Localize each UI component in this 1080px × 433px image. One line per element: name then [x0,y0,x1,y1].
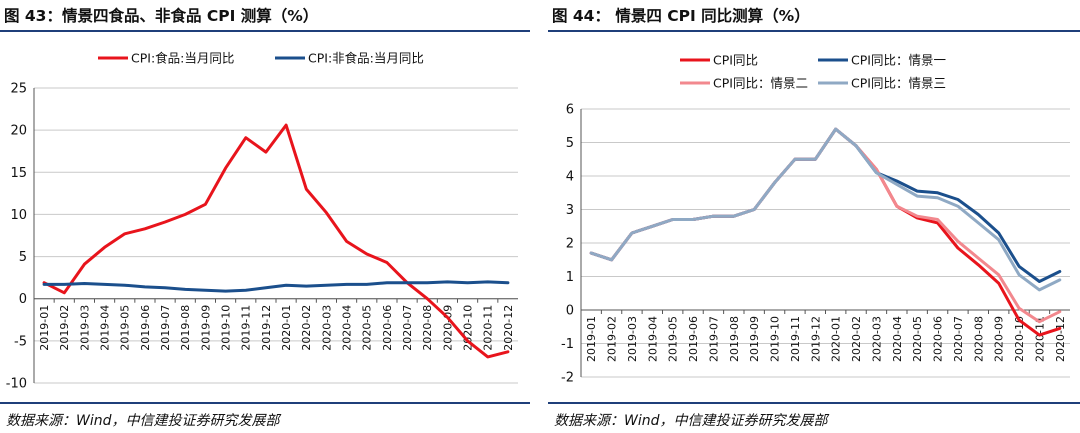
x-tick-label: 2019-10 [769,316,782,362]
x-tick-label: 2020-09 [993,316,1006,362]
x-tick-label: 2020-01 [280,305,293,351]
legend-label: CPI同比 [713,53,758,68]
food-nonfood-line-chart: -10 -5 0 5 10 15 20 25 2019-01 2019-02 2019-03 2019… [6,51,518,392]
y-tick-label: 5 [566,136,574,151]
x-tick-label: 2019-04 [99,305,112,351]
x-tick-label: 2020-01 [830,316,843,362]
x-tick-label: 2019-10 [220,305,233,351]
x-tick-label: 2019-08 [179,305,192,351]
x-tick-label: 2019-01 [585,316,598,362]
panel-title: 图 44： 情景四 CPI 同比测算（%） [552,7,810,25]
x-tick-label: 2020-11 [482,305,495,351]
x-tick-label: 2020-08 [972,316,985,362]
x-tick-label: 2019-12 [809,316,822,362]
series-line [42,123,510,359]
x-tick-label: 2020-07 [401,305,414,351]
title-rule [0,30,530,32]
x-tick-label: 2020-03 [870,316,883,362]
y-tick-label: 25 [10,82,27,97]
legend-label: CPI同比：情景三 [851,76,946,91]
y-tick-label: 4 [566,170,574,185]
x-tick-label: 2020-05 [361,305,374,351]
source-rule [0,402,530,404]
legend-label: CPI:非食品:当月同比 [308,51,424,66]
x-tick-label: 2020-06 [381,305,394,351]
x-tick-label: 2019-03 [78,305,91,351]
x-tick-label: 2020-10 [1013,316,1026,362]
y-tick-label: 20 [10,124,27,139]
x-tick-label: 2020-05 [911,316,924,362]
x-tick-label: 2019-04 [646,316,659,362]
y-tick-label: -10 [6,377,27,392]
x-tick-label: 2020-03 [320,305,333,351]
chart-panel-cpi-scenarios: 图 44： 情景四 CPI 同比测算（%） -2 -1 0 1 2 3 4 5 6 2019-01… [548,0,1080,433]
x-tick-label: 2020-02 [850,316,863,362]
series-line [589,127,1062,292]
x-tick-label: 2019-07 [707,316,720,362]
x-tick-label: 2019-05 [667,316,680,362]
x-tick-label: 2020-07 [952,316,965,362]
y-tick-label: -5 [14,334,27,349]
y-tick-label: 6 [566,103,574,118]
source-rule [548,402,1080,404]
x-tick-label: 2020-06 [932,316,945,362]
x-tick-label: 2020-04 [891,316,904,362]
x-tick-label: 2019-02 [606,316,619,362]
source-note: 数据来源：Wind，中信建投证券研究发展部 [554,413,828,429]
x-tick-label: 2019-03 [626,316,639,362]
x-tick-label: 2020-12 [502,305,515,351]
y-tick-label: 0 [19,292,27,307]
y-tick-label: 2 [566,237,574,252]
x-tick-label: 2020-08 [421,305,434,351]
x-tick-label: 2020-04 [341,305,354,351]
y-tick-label: 3 [566,203,574,218]
title-rule [548,30,1080,32]
legend-label: CPI同比：情景一 [851,53,946,68]
x-tick-label: 2019-07 [159,305,172,351]
legend-label: CPI:食品:当月同比 [131,51,234,66]
y-tick-label: 1 [566,270,574,285]
source-note: 数据来源：Wind，中信建投证券研究发展部 [6,413,280,429]
x-tick-label: 2020-12 [1054,316,1067,362]
x-tick-label: 2019-09 [199,305,212,351]
legend-label: CPI同比：情景二 [713,76,808,91]
x-tick-label: 2019-06 [687,316,700,362]
series-line [42,280,510,293]
cpi-scenarios-line-chart: -2 -1 0 1 2 3 4 5 6 2019-01 2019-02 2019-03 2019-04 2… [561,53,1070,386]
chart-panel-food-nonfood: 图 43：情景四食品、非食品 CPI 测算（%） -10 -5 0 5 10 15 20 25… [0,0,530,433]
y-tick-label: 10 [10,208,27,223]
series-line [589,127,1062,283]
x-tick-label: 2019-12 [260,305,273,351]
x-tick-label: 2019-05 [119,305,132,351]
y-tick-label: -2 [561,371,574,386]
x-tick-label: 2019-09 [748,316,761,362]
y-tick-label: -1 [561,337,574,352]
panel-title: 图 43：情景四食品、非食品 CPI 测算（%） [4,7,319,25]
x-tick-label: 2019-06 [139,305,152,351]
x-tick-label: 2019-08 [728,316,741,362]
y-tick-label: 0 [566,304,574,319]
x-tick-label: 2020-11 [1033,316,1046,362]
x-tick-label: 2019-11 [240,305,253,351]
x-tick-label: 2019-01 [38,305,51,351]
x-tick-label: 2020-02 [300,305,313,351]
y-tick-label: 15 [10,166,27,181]
x-tick-label: 2019-11 [789,316,802,362]
y-tick-label: 5 [19,250,27,265]
x-tick-label: 2019-02 [58,305,71,351]
